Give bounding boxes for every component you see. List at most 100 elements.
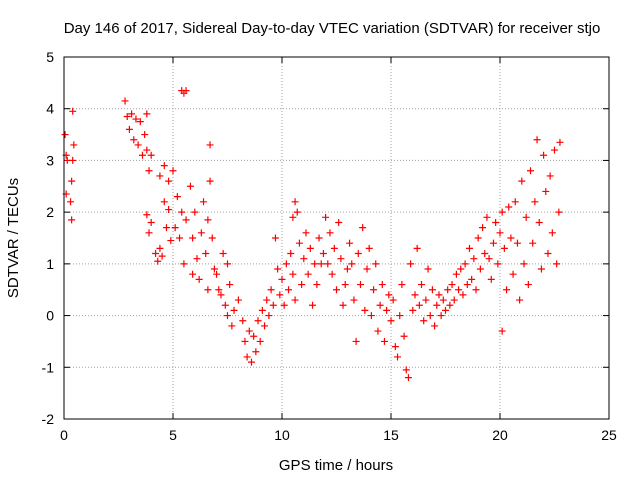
data-point [171, 224, 179, 232]
data-point [372, 260, 380, 268]
data-point [167, 237, 175, 245]
data-point [431, 322, 439, 330]
data-point [134, 141, 142, 149]
data-point [511, 198, 519, 206]
data-point [219, 250, 227, 258]
data-point [213, 270, 221, 278]
data-point [352, 337, 360, 345]
plot-frame [63, 56, 610, 420]
data-point [529, 239, 537, 247]
data-point [553, 260, 561, 268]
data-point [361, 306, 369, 314]
data-point [498, 208, 506, 216]
data-point [189, 234, 197, 242]
data-point [132, 115, 140, 123]
data-point [247, 358, 255, 366]
data-point [439, 296, 447, 304]
y-tick-label: 0 [46, 308, 54, 324]
data-point [143, 211, 151, 219]
data-point [415, 301, 423, 309]
data-point [180, 260, 188, 268]
data-point [291, 296, 299, 304]
data-point [487, 275, 495, 283]
data-point [210, 265, 218, 273]
y-tick-label: 2 [46, 204, 54, 220]
data-point [160, 198, 168, 206]
data-point [186, 182, 194, 190]
data-point [411, 291, 419, 299]
data-point [304, 270, 312, 278]
data-point [252, 348, 260, 356]
data-point [356, 281, 364, 289]
data-point [359, 224, 367, 232]
data-point [465, 244, 473, 252]
data-point [280, 301, 288, 309]
data-point [269, 301, 277, 309]
data-point [476, 265, 484, 273]
data-point [518, 177, 526, 185]
data-point [208, 234, 216, 242]
data-point [435, 291, 443, 299]
data-point [322, 213, 330, 221]
data-point [363, 265, 371, 273]
data-point [295, 239, 303, 247]
data-point [500, 244, 508, 252]
data-point [182, 87, 190, 95]
data-point [540, 151, 548, 159]
data-point [437, 312, 445, 320]
data-point [448, 281, 456, 289]
data-point [479, 224, 487, 232]
data-point [420, 317, 428, 325]
data-point [204, 216, 212, 224]
data-point [387, 317, 395, 325]
data-point [470, 255, 478, 263]
data-point [391, 343, 399, 351]
data-point [123, 112, 131, 120]
data-point [433, 301, 441, 309]
data-point [282, 260, 290, 268]
data-point [200, 198, 208, 206]
data-point [239, 317, 247, 325]
data-point [261, 322, 269, 330]
data-point [254, 317, 262, 325]
data-point [330, 244, 338, 252]
data-point [385, 291, 393, 299]
data-point [389, 296, 397, 304]
data-point [507, 234, 515, 242]
data-point [350, 296, 358, 304]
data-point [496, 229, 504, 237]
data-point [354, 250, 362, 258]
data-point [394, 353, 402, 361]
data-point [446, 301, 454, 309]
x-tick-label: 5 [169, 427, 177, 443]
data-point [145, 167, 153, 175]
data-point [522, 213, 530, 221]
data-point [455, 286, 463, 294]
x-tick-label: 10 [274, 427, 290, 443]
data-point [156, 244, 164, 252]
data-point [346, 239, 354, 247]
data-point [173, 193, 181, 201]
data-point [287, 250, 295, 258]
data-point [483, 213, 491, 221]
data-point [250, 332, 258, 340]
data-point [450, 296, 458, 304]
data-point [165, 177, 173, 185]
data-point [516, 296, 524, 304]
data-point [324, 260, 332, 268]
data-point [241, 337, 249, 345]
data-point [494, 260, 502, 268]
data-point [176, 234, 184, 242]
data-point [442, 306, 449, 314]
data-point [398, 281, 406, 289]
data-point [492, 218, 500, 226]
data-point [556, 138, 564, 146]
data-point [457, 265, 465, 273]
data-point [555, 208, 563, 216]
data-point [67, 198, 75, 206]
data-point [400, 332, 408, 340]
data-point [224, 260, 231, 268]
data-point [125, 125, 133, 133]
data-point [505, 203, 513, 211]
data-point [463, 281, 471, 289]
